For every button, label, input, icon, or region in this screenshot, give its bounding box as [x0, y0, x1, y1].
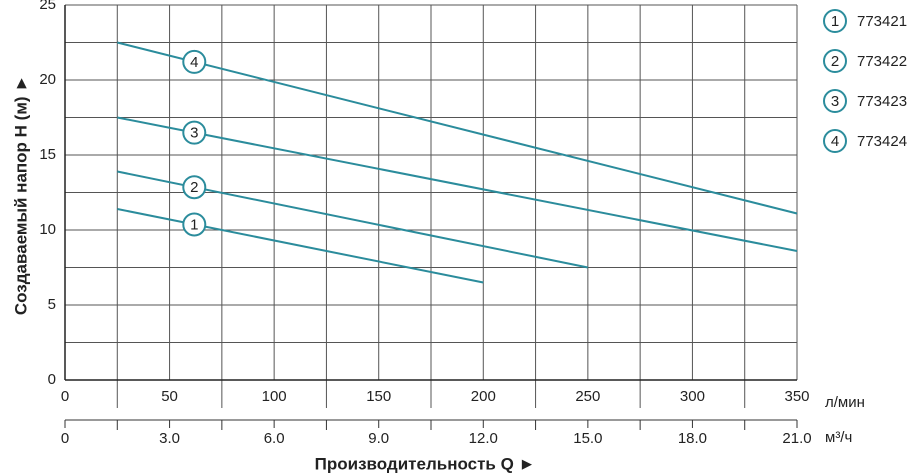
x2-tick-label: 9.0 — [368, 430, 389, 447]
y-axis-label: Создаваемый напор H (м) ► — [11, 75, 30, 315]
curve-label: 2 — [831, 53, 839, 70]
curve-label: 1 — [190, 216, 198, 233]
x-tick-label: 350 — [784, 388, 809, 405]
x-tick-label: 150 — [366, 388, 391, 405]
label-circle — [182, 49, 207, 74]
label-circle — [823, 49, 847, 73]
curve-label: 4 — [190, 54, 198, 71]
x2-tick-label: 15.0 — [573, 430, 602, 447]
label-circle — [823, 9, 847, 33]
y-tick-label: 20 — [39, 71, 56, 88]
label-circle — [823, 89, 847, 113]
y-tick-label: 15 — [39, 146, 56, 163]
x2-tick-label: 0 — [61, 430, 69, 447]
x-tick-label: 200 — [471, 388, 496, 405]
curve — [117, 116, 798, 252]
x-tick-label: 250 — [575, 388, 600, 405]
x2-tick-label: 3.0 — [159, 430, 180, 447]
x2-tick-label: 21.0 — [782, 430, 811, 447]
x-unit: л/мин — [825, 394, 865, 411]
label-circle — [182, 175, 207, 200]
legend-label: 773422 — [857, 53, 907, 70]
x-axis-label: Производительность Q ► — [315, 454, 536, 473]
label-circle — [182, 212, 207, 237]
curve-label: 1 — [831, 13, 839, 30]
y-tick-label: 5 — [48, 296, 56, 313]
x-tick-label: 0 — [61, 388, 69, 405]
curve-label: 3 — [190, 125, 198, 142]
curve — [117, 208, 484, 284]
x-tick-label: 100 — [262, 388, 287, 405]
x2-tick-label: 12.0 — [469, 430, 498, 447]
curve-label: 3 — [831, 93, 839, 110]
legend-label: 773423 — [857, 93, 907, 110]
x-tick-label: 50 — [161, 388, 178, 405]
curve — [117, 41, 798, 215]
y-tick-label: 0 — [48, 371, 56, 388]
curve-label: 4 — [831, 133, 839, 150]
x2-tick-label: 18.0 — [678, 430, 707, 447]
x-tick-label: 300 — [680, 388, 705, 405]
x2-unit: м³/ч — [825, 429, 852, 446]
label-circle — [182, 120, 207, 145]
x2-tick-label: 6.0 — [264, 430, 285, 447]
y-tick-label: 10 — [39, 221, 56, 238]
curve-label: 2 — [190, 179, 198, 196]
legend-label: 773424 — [857, 133, 907, 150]
label-circle — [823, 129, 847, 153]
legend-label: 773421 — [857, 13, 907, 30]
y-tick-label: 25 — [39, 0, 56, 13]
